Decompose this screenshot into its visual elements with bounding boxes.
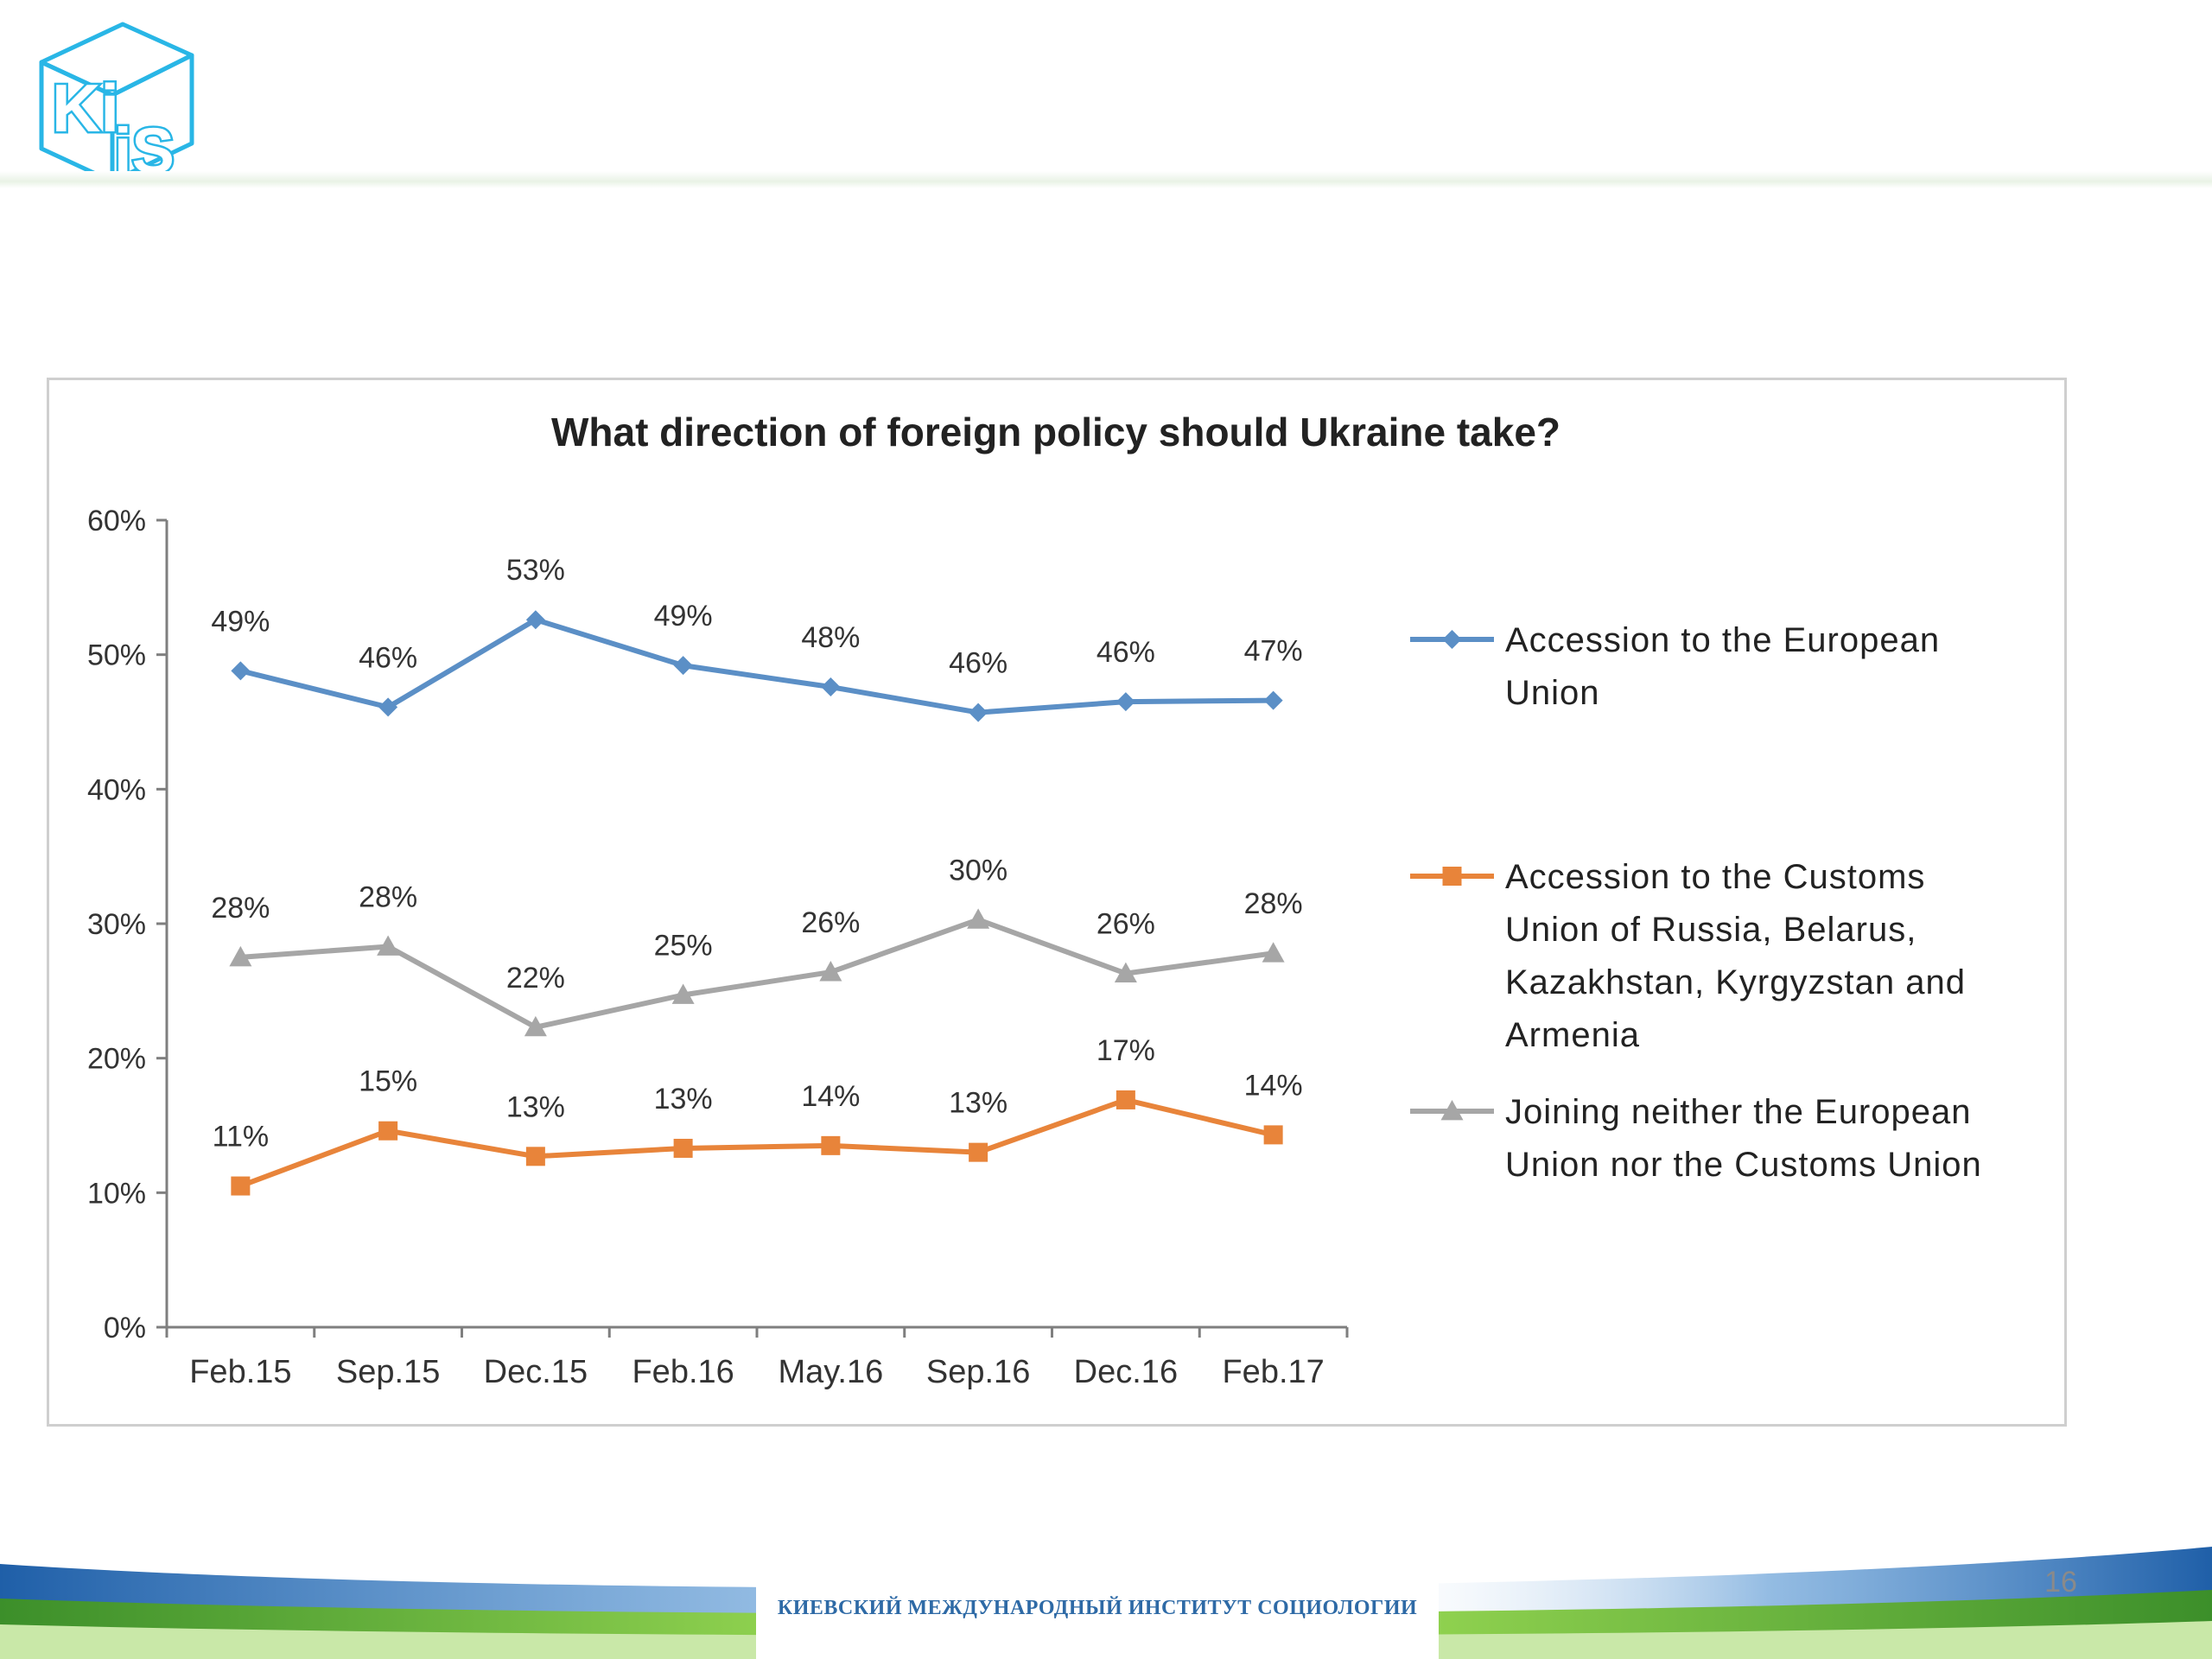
legend-label-neither: Union nor the Customs Union bbox=[1505, 1146, 1982, 1184]
legend-label-customs: Kazakhstan, Kyrgyzstan and bbox=[1505, 963, 1966, 1001]
legend-label-customs: Union of Russia, Belarus, bbox=[1505, 911, 1916, 949]
point-eu bbox=[378, 697, 398, 717]
data-label-customs: 14% bbox=[1244, 1069, 1303, 1102]
footer-plate bbox=[756, 1548, 1439, 1659]
data-label-neither: 28% bbox=[211, 892, 270, 925]
point-customs bbox=[969, 1142, 988, 1162]
point-customs bbox=[1116, 1090, 1135, 1109]
data-label-eu: 46% bbox=[949, 647, 1007, 680]
x-tick-label: Feb.17 bbox=[1222, 1354, 1324, 1390]
legend-label-customs: Armenia bbox=[1505, 1016, 1640, 1054]
data-label-neither: 28% bbox=[1244, 887, 1303, 920]
series-line-neither bbox=[240, 917, 1274, 1030]
point-neither bbox=[377, 935, 400, 956]
data-label-neither: 28% bbox=[359, 880, 417, 913]
legend-label-neither: Joining neither the European bbox=[1505, 1093, 1971, 1131]
header-divider bbox=[0, 171, 2212, 188]
y-tick-label: 40% bbox=[87, 773, 146, 806]
data-label-customs: 13% bbox=[949, 1087, 1007, 1120]
point-customs bbox=[673, 1138, 693, 1158]
y-tick-label: 20% bbox=[87, 1043, 146, 1076]
data-label-customs: 14% bbox=[801, 1080, 860, 1113]
legend-label-eu: Accession to the European bbox=[1505, 621, 1940, 659]
legend-marker-neither bbox=[1440, 1100, 1464, 1121]
x-tick-label: Dec.15 bbox=[484, 1354, 588, 1390]
point-customs bbox=[1263, 1125, 1283, 1145]
page-number: 16 bbox=[2044, 1566, 2077, 1599]
data-label-customs: 13% bbox=[654, 1083, 713, 1116]
point-neither bbox=[1262, 942, 1285, 963]
data-label-eu: 46% bbox=[359, 641, 417, 674]
y-tick-label: 10% bbox=[87, 1177, 146, 1210]
data-label-customs: 17% bbox=[1096, 1034, 1155, 1067]
point-eu bbox=[231, 661, 251, 681]
chart-frame: What direction of foreign policy should … bbox=[47, 378, 2067, 1427]
point-neither bbox=[1114, 962, 1137, 982]
x-tick-label: Feb.15 bbox=[189, 1354, 291, 1390]
x-tick-label: May.16 bbox=[778, 1354, 883, 1390]
point-eu bbox=[821, 677, 841, 697]
point-eu bbox=[525, 610, 545, 630]
y-tick-label: 0% bbox=[104, 1312, 146, 1344]
data-label-eu: 49% bbox=[211, 605, 270, 638]
data-label-neither: 30% bbox=[949, 854, 1007, 887]
x-tick-label: Dec.16 bbox=[1074, 1354, 1178, 1390]
x-tick-label: Sep.15 bbox=[336, 1354, 440, 1390]
data-label-eu: 53% bbox=[506, 554, 565, 587]
point-eu bbox=[673, 656, 693, 676]
x-tick-label: Feb.16 bbox=[632, 1354, 734, 1390]
data-label-eu: 47% bbox=[1244, 635, 1303, 668]
legend-marker-eu bbox=[1442, 630, 1462, 649]
series-line-eu bbox=[239, 617, 1274, 715]
data-label-eu: 46% bbox=[1096, 636, 1155, 669]
series-line-customs bbox=[239, 1096, 1274, 1189]
kiis-logo: Ki iS bbox=[39, 22, 194, 189]
data-label-neither: 25% bbox=[654, 930, 713, 963]
point-neither bbox=[967, 908, 990, 929]
point-neither bbox=[819, 961, 842, 982]
data-label-neither: 26% bbox=[1096, 908, 1155, 941]
legend-label-eu: Union bbox=[1505, 674, 1600, 712]
svg-text:Ki: Ki bbox=[52, 70, 119, 146]
point-customs bbox=[525, 1147, 545, 1166]
point-neither bbox=[524, 1015, 547, 1037]
y-tick-label: 50% bbox=[87, 639, 146, 672]
footer-institute-name: КИЕВСКИЙ МЕЖДУНАРОДНЫЙ ИНСТИТУТ СОЦИОЛОГ… bbox=[777, 1597, 1418, 1619]
point-customs bbox=[231, 1176, 251, 1196]
data-label-customs: 15% bbox=[359, 1065, 417, 1098]
y-tick-label: 60% bbox=[87, 505, 146, 537]
line-chart: What direction of foreign policy should … bbox=[87, 410, 1982, 1390]
point-eu bbox=[1263, 690, 1283, 710]
point-eu bbox=[1116, 692, 1135, 712]
legend-marker-customs bbox=[1442, 867, 1462, 886]
point-customs bbox=[378, 1121, 398, 1141]
data-label-eu: 48% bbox=[801, 621, 860, 654]
point-neither bbox=[229, 945, 252, 967]
legend-label-customs: Accession to the Customs bbox=[1505, 858, 1925, 896]
point-customs bbox=[821, 1135, 841, 1155]
point-neither bbox=[671, 983, 695, 1004]
y-tick-label: 30% bbox=[87, 908, 146, 941]
data-label-customs: 11% bbox=[213, 1121, 270, 1154]
data-label-eu: 49% bbox=[654, 600, 713, 632]
data-label-customs: 13% bbox=[506, 1090, 565, 1123]
chart-title: What direction of foreign policy should … bbox=[551, 410, 1560, 454]
data-label-neither: 26% bbox=[801, 906, 860, 939]
point-eu bbox=[969, 702, 988, 722]
x-tick-label: Sep.16 bbox=[926, 1354, 1030, 1390]
data-label-neither: 22% bbox=[506, 962, 565, 995]
